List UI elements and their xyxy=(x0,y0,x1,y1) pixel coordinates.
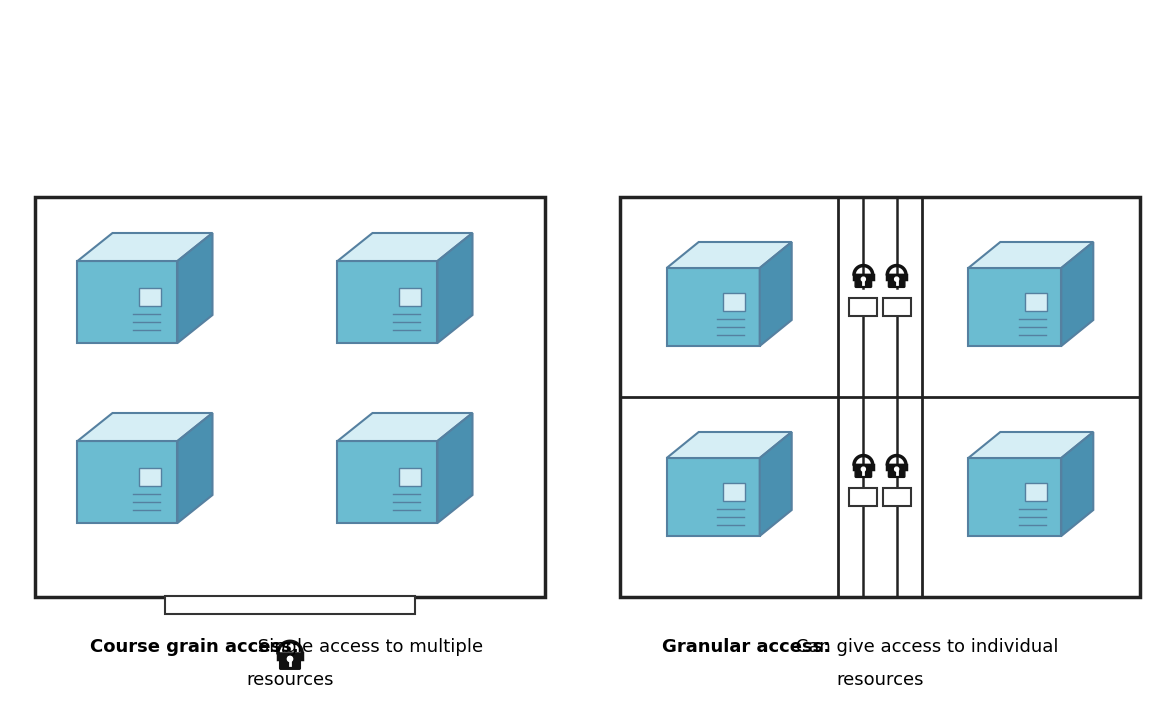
Polygon shape xyxy=(77,441,177,523)
Polygon shape xyxy=(1062,242,1093,346)
Polygon shape xyxy=(437,413,472,523)
Polygon shape xyxy=(723,293,745,311)
Polygon shape xyxy=(1024,483,1047,501)
Polygon shape xyxy=(723,483,745,501)
Polygon shape xyxy=(77,233,212,261)
FancyBboxPatch shape xyxy=(856,464,872,477)
FancyBboxPatch shape xyxy=(850,298,878,316)
Polygon shape xyxy=(667,432,792,458)
Polygon shape xyxy=(968,432,1093,458)
Polygon shape xyxy=(139,288,161,306)
Polygon shape xyxy=(398,468,421,486)
Text: Course grain access:: Course grain access: xyxy=(90,638,299,656)
FancyBboxPatch shape xyxy=(883,488,911,506)
Circle shape xyxy=(894,277,899,282)
Text: Granular access:: Granular access: xyxy=(662,638,831,656)
Polygon shape xyxy=(968,268,1062,346)
Polygon shape xyxy=(338,441,437,523)
Polygon shape xyxy=(759,432,792,536)
Polygon shape xyxy=(968,242,1093,268)
Circle shape xyxy=(861,467,865,471)
Circle shape xyxy=(287,656,293,661)
Polygon shape xyxy=(177,413,212,523)
Polygon shape xyxy=(968,458,1062,536)
Polygon shape xyxy=(667,458,759,536)
Text: resources: resources xyxy=(837,671,924,689)
Polygon shape xyxy=(338,413,472,441)
Polygon shape xyxy=(77,261,177,343)
FancyBboxPatch shape xyxy=(888,464,905,477)
Polygon shape xyxy=(1024,293,1047,311)
Circle shape xyxy=(894,467,899,471)
Polygon shape xyxy=(139,468,161,486)
FancyBboxPatch shape xyxy=(883,298,911,316)
Polygon shape xyxy=(338,261,437,343)
FancyBboxPatch shape xyxy=(280,653,300,669)
Polygon shape xyxy=(1062,432,1093,536)
FancyBboxPatch shape xyxy=(888,274,905,287)
Polygon shape xyxy=(437,233,472,343)
Polygon shape xyxy=(177,233,212,343)
Polygon shape xyxy=(77,413,212,441)
Polygon shape xyxy=(398,288,421,306)
Text: resources: resources xyxy=(246,671,334,689)
Polygon shape xyxy=(759,242,792,346)
Text: Can give access to individual: Can give access to individual xyxy=(790,638,1058,656)
Text: Single access to multiple: Single access to multiple xyxy=(252,638,483,656)
FancyBboxPatch shape xyxy=(850,488,878,506)
FancyBboxPatch shape xyxy=(856,274,872,287)
FancyBboxPatch shape xyxy=(165,596,415,614)
Polygon shape xyxy=(667,268,759,346)
Polygon shape xyxy=(338,233,472,261)
Polygon shape xyxy=(667,242,792,268)
Circle shape xyxy=(861,277,865,282)
